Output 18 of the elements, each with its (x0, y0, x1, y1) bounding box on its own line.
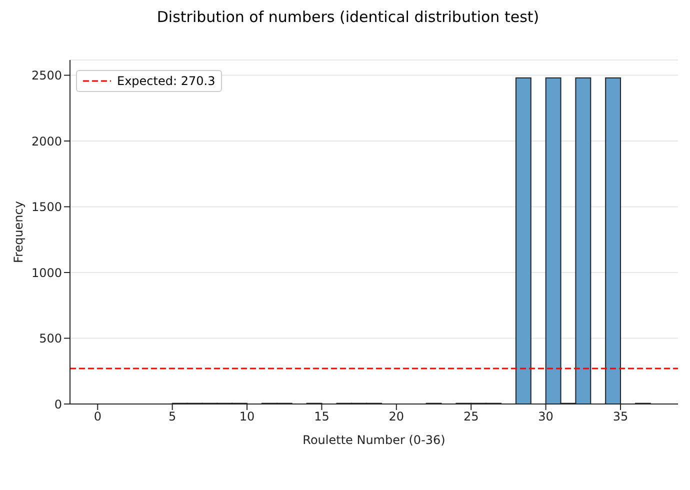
y-tick-label: 1000 (31, 266, 62, 280)
x-tick-label: 35 (612, 410, 628, 424)
chart-title: Distribution of numbers (identical distribution test) (156, 8, 540, 28)
y-tick-label: 2000 (31, 134, 62, 148)
y-tick-label: 2500 (31, 68, 62, 83)
y-tick-label: 1500 (31, 200, 62, 214)
x-tick-label: 30 (538, 410, 554, 424)
y-axis-title: Frequency (11, 201, 26, 263)
x-axis-title: Roulette Number (0-36) (302, 433, 446, 447)
y-tick-label: 0 (54, 397, 62, 412)
x-tick-label: 20 (388, 410, 404, 424)
legend-label: Expected: 270.3 (117, 74, 216, 88)
y-tick-label: 500 (39, 332, 62, 346)
x-tick-label: 15 (314, 410, 330, 424)
x-tick-label: 0 (94, 410, 102, 424)
x-tick-label: 5 (168, 410, 176, 424)
x-tick-label: 25 (463, 410, 479, 424)
x-tick-label: 10 (239, 410, 255, 424)
